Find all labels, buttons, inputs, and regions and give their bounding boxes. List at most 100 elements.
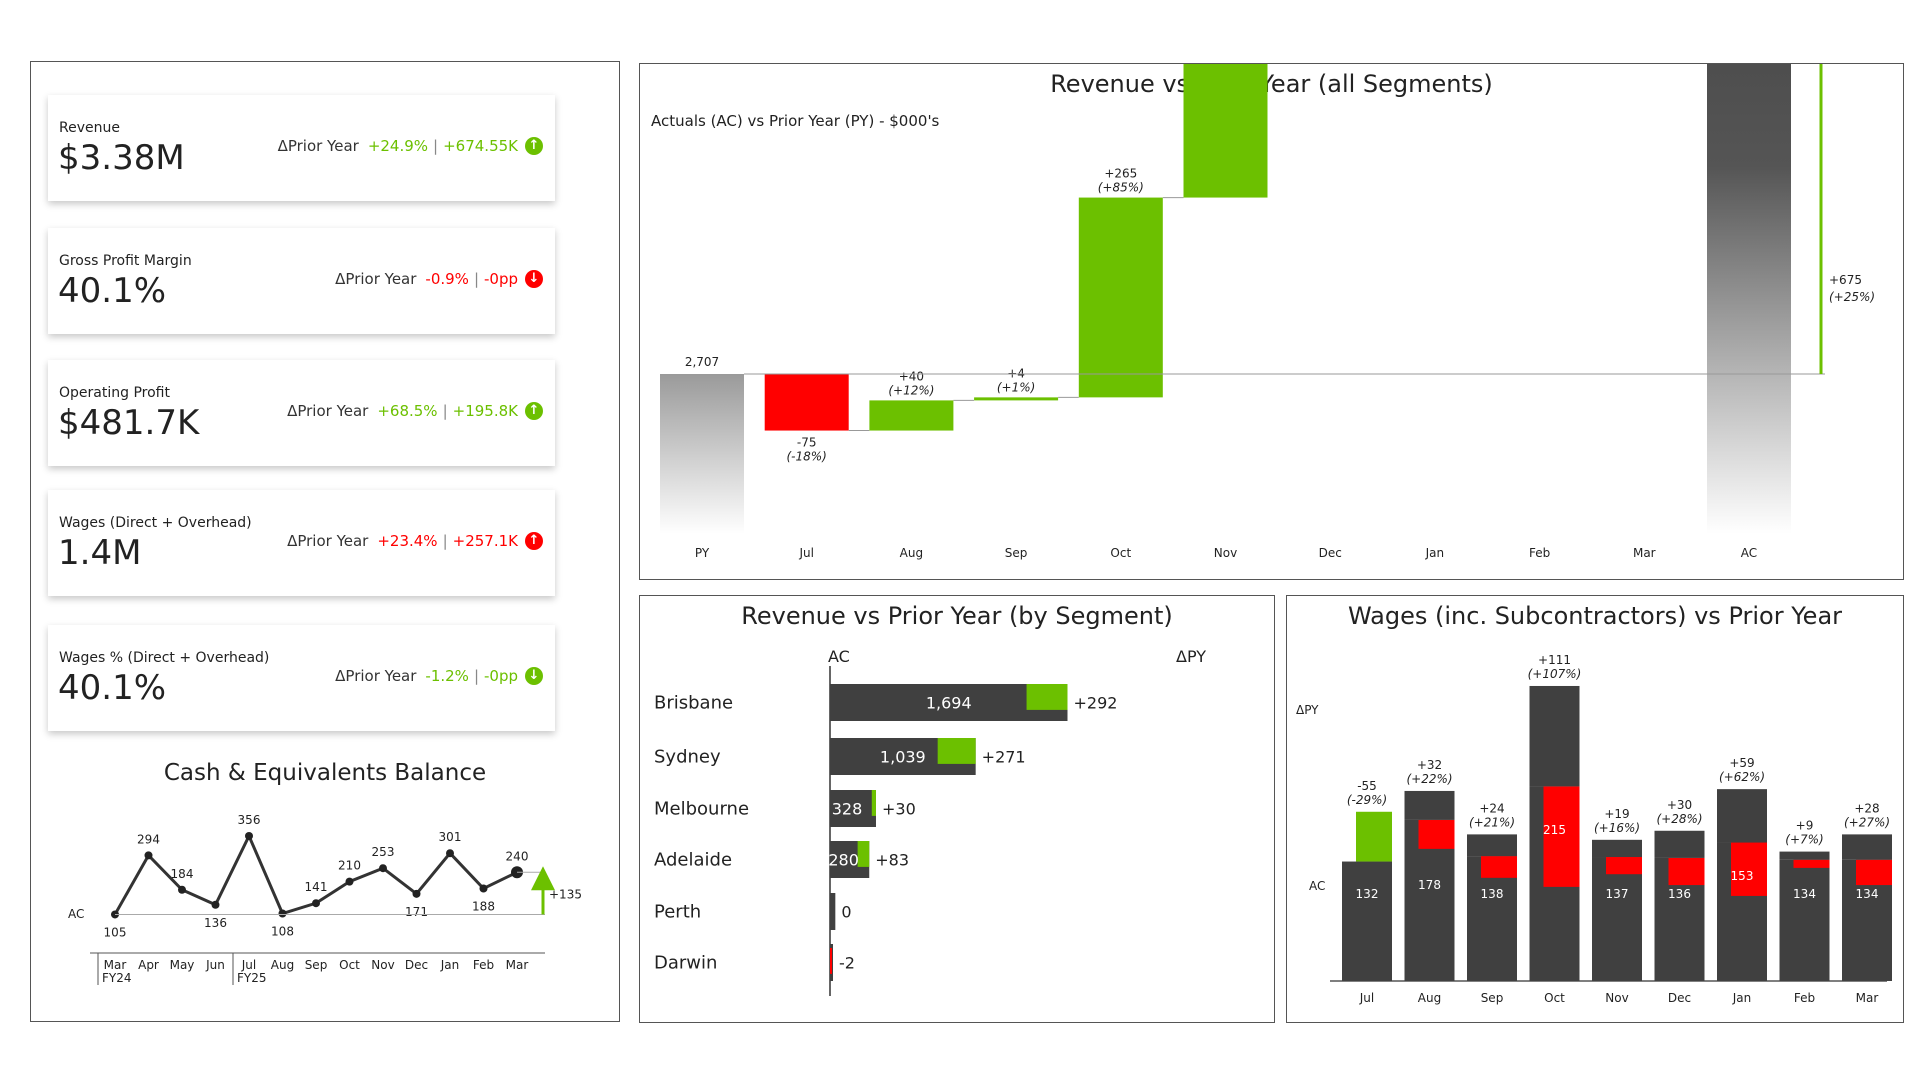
waterfall-delta-label: +40	[899, 369, 924, 383]
kpi-card: Wages (Direct + Overhead) 1.4M ΔPrior Year…	[48, 490, 555, 596]
wages-ac-bar	[1342, 861, 1392, 981]
wages-pct-label: (+27%)	[1844, 815, 1890, 829]
wages-pct-label: (+21%)	[1469, 815, 1515, 829]
cash-data-label: 136	[204, 916, 227, 930]
kpi-delta: ΔPrior Year +23.4% | +257.1K ↑	[287, 532, 543, 550]
cash-data-label: 105	[104, 925, 127, 939]
cash-tick-label: Aug	[271, 958, 294, 972]
wages-dpy-label: +59	[1729, 756, 1754, 770]
cash-tick-label: Jan	[440, 958, 460, 972]
segment-ac-label: 1,694	[926, 694, 972, 713]
segment-dpy-bar	[830, 948, 832, 974]
waterfall-delta-pct: (+12%)	[888, 383, 934, 397]
segment-header-ac: AC	[828, 647, 850, 666]
waterfall-delta-bar	[974, 397, 1059, 401]
cash-tick-label: Mar	[506, 958, 529, 972]
wages-tick-label: Oct	[1544, 991, 1565, 1005]
waterfall-tick-label: Jul	[798, 546, 813, 560]
cash-data-label: 294	[137, 832, 160, 846]
cash-point	[245, 832, 253, 840]
cash-data-label: 240	[506, 849, 529, 863]
segment-title: Revenue vs Prior Year (by Segment)	[741, 602, 1173, 630]
wages-tick-label: Nov	[1605, 991, 1628, 1005]
wages-ac-label: 134	[1856, 887, 1879, 901]
wages-pct-label: (+107%)	[1528, 667, 1582, 681]
wages-dpy-label: +30	[1667, 798, 1692, 812]
wages-row-label: ΔPY	[1296, 703, 1319, 717]
arrow-down-icon: ↓	[525, 667, 543, 685]
wages-chart: ΔPYAC-55(-29%)132Jul+32(+22%)178Aug+24(+…	[1296, 653, 1892, 1005]
wages-ac-label: 136	[1668, 887, 1691, 901]
cash-data-label: 141	[305, 880, 328, 894]
wages-ac-label: 138	[1481, 887, 1504, 901]
kpi-title: Wages (Direct + Overhead)	[59, 515, 252, 531]
cash-data-label: 188	[472, 900, 495, 914]
kpi-delta-abs: +257.1K	[452, 532, 518, 550]
wages-dpy-bar	[1418, 819, 1455, 849]
cash-point	[312, 899, 320, 908]
wages-ac-bar	[1592, 857, 1642, 981]
kpi-delta-label: ΔPrior Year	[277, 137, 359, 155]
segment-dpy-label: +292	[1073, 694, 1117, 713]
kpi-delta-label: ΔPrior Year	[335, 270, 417, 288]
segment-row-label: Adelaide	[654, 850, 732, 871]
waterfall-tick-label: AC	[1741, 546, 1757, 560]
kpi-delta-separator: |	[433, 137, 439, 155]
waterfall-delta-bar	[1183, 64, 1268, 198]
waterfall-delta-bar	[869, 400, 954, 431]
kpi-title: Gross Profit Margin	[59, 253, 192, 269]
cash-point	[412, 889, 421, 898]
cash-chart-title: Cash & Equivalents Balance	[163, 760, 487, 786]
cash-data-label: 210	[338, 859, 361, 873]
wages-dpy-bar	[1481, 856, 1517, 878]
waterfall-delta-pct: (+1%)	[997, 380, 1035, 394]
cash-point	[379, 864, 387, 873]
segment-row-label: Perth	[654, 902, 701, 923]
wages-dpy-bar	[1356, 811, 1392, 862]
waterfall-tick-label: Feb	[1529, 546, 1550, 560]
kpi-delta-pct: +24.9%	[367, 137, 429, 155]
wages-dpy-bar	[1606, 857, 1642, 875]
wages-dpy-label: +111	[1538, 653, 1571, 667]
wages-ac-label: 137	[1606, 887, 1629, 901]
wages-dpy-label: +9	[1796, 819, 1814, 833]
kpi-delta-label: ΔPrior Year	[335, 667, 417, 685]
cash-tick-label: Sep	[305, 958, 328, 972]
wages-ac-label: 215	[1543, 823, 1566, 837]
wages-dpy-bar	[1856, 859, 1892, 886]
kpi-delta-label: ΔPrior Year	[287, 402, 369, 420]
kpi-delta-abs: +195.8K	[452, 402, 518, 420]
waterfall-py-bar	[660, 374, 744, 534]
segment-dpy-bar	[871, 790, 876, 816]
cash-point	[211, 900, 220, 909]
segment-ac-bar	[830, 893, 836, 930]
wages-dpy-label: -55	[1357, 779, 1377, 793]
wages-tick-label: Sep	[1481, 991, 1504, 1005]
segment-ac-label: 280	[828, 851, 859, 870]
segment-row-label: Melbourne	[654, 799, 749, 820]
wages-ac-top-bar	[1779, 851, 1830, 860]
segment-dpy-label: 0	[841, 903, 851, 922]
kpi-card: Revenue $3.38M ΔPrior Year +24.9% | +674.55K ↑	[48, 95, 555, 201]
wages-dpy-bar	[1731, 842, 1767, 896]
arrow-up-icon: ↑	[525, 402, 543, 420]
waterfall-py-label: 2,707	[685, 355, 719, 369]
kpi-delta-pct: -0.9%	[425, 270, 469, 288]
waterfall-title: Revenue vs Prior Year (all Segments)	[1050, 70, 1493, 98]
kpi-delta-pct: -1.2%	[425, 667, 469, 685]
waterfall-chart: 2,707 -75(-18%) +40(+12%) +4(+1%) +265(+85%)…	[660, 64, 1875, 560]
kpi-delta-separator: |	[473, 270, 479, 288]
kpi-value: 1.4M	[58, 533, 142, 573]
kpi-delta-abs: +674.55K	[443, 137, 518, 155]
waterfall-total-pct: (+25%)	[1829, 290, 1875, 304]
kpi-value: $3.38M	[58, 138, 185, 178]
wages-ac-label: 132	[1356, 887, 1379, 901]
kpi-delta: ΔPrior Year +68.5% | +195.8K ↑	[287, 402, 543, 420]
kpi-delta-separator: |	[473, 667, 479, 685]
wages-dpy-label: +24	[1479, 801, 1504, 815]
wages-tick-label: Jul	[1359, 991, 1374, 1005]
cash-data-label: 108	[271, 925, 294, 939]
cash-year-label: FY24	[102, 971, 132, 985]
cash-tick-label: Mar	[104, 958, 127, 972]
wages-ac-top-bar	[1717, 789, 1767, 843]
